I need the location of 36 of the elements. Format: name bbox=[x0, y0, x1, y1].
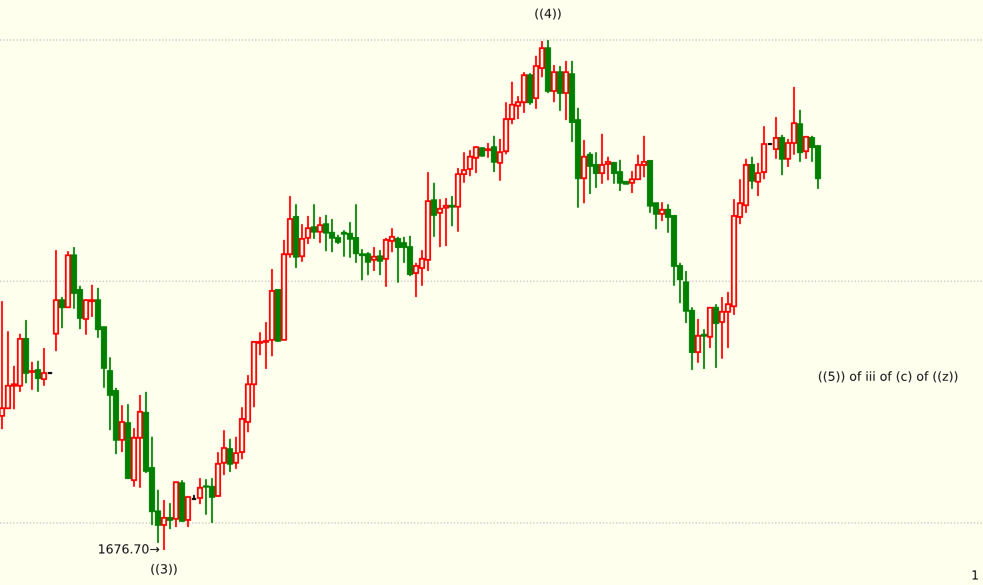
candlestick bbox=[430, 182, 438, 238]
candlestick bbox=[556, 65, 564, 112]
candlestick bbox=[226, 438, 234, 473]
candlestick bbox=[550, 64, 558, 104]
candlestick bbox=[40, 347, 48, 387]
candlestick bbox=[778, 134, 786, 176]
candlestick bbox=[448, 195, 456, 228]
candlestick bbox=[310, 203, 318, 240]
candlestick bbox=[712, 303, 720, 369]
candlestick bbox=[802, 134, 810, 160]
candlestick bbox=[490, 134, 498, 173]
candlestick bbox=[484, 142, 492, 159]
text: ((3)) bbox=[151, 564, 177, 576]
candlestick bbox=[370, 246, 378, 272]
annotation: 1676.70→ bbox=[99, 544, 160, 554]
text: 1 bbox=[972, 570, 978, 580]
candlestick bbox=[316, 216, 324, 244]
candlestick bbox=[184, 495, 192, 528]
candlestick bbox=[694, 318, 702, 364]
candlestick bbox=[700, 328, 708, 370]
text: ((4)) bbox=[535, 8, 561, 20]
candlestick bbox=[118, 404, 126, 453]
candlestick bbox=[376, 249, 384, 276]
candlestick bbox=[196, 477, 204, 506]
candlestick bbox=[166, 502, 174, 530]
candlestick bbox=[562, 60, 570, 121]
candlestick bbox=[772, 116, 780, 160]
candlestick bbox=[748, 156, 756, 190]
candlestick bbox=[28, 360, 36, 391]
candlestick bbox=[658, 201, 666, 222]
candlestick bbox=[160, 499, 168, 551]
annotation: ((5)) of iii of (c) of ((z)) bbox=[818, 371, 958, 382]
candlestick bbox=[58, 296, 66, 330]
candlestick bbox=[478, 146, 486, 158]
candlestick bbox=[34, 360, 42, 393]
candlestick bbox=[580, 139, 588, 204]
